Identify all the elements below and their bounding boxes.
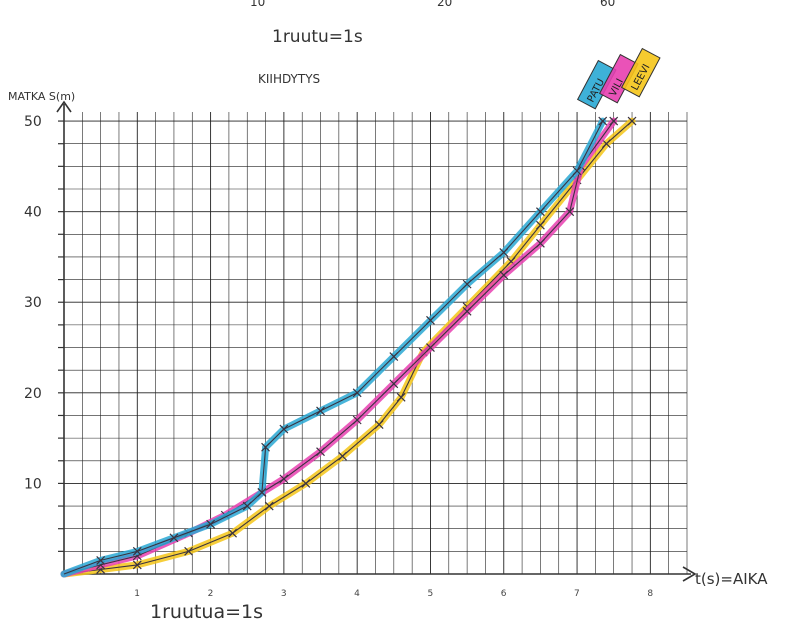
top-number-3: 60: [600, 0, 615, 9]
scale-note-top: 1ruutu=1s: [272, 27, 363, 47]
data-point: [228, 528, 238, 538]
tick-labels: 1 2 3 4 5 6 7 8 10 20 30 40 50: [24, 114, 653, 599]
x-tick-label: 8: [647, 589, 653, 599]
data-point: [206, 519, 216, 529]
data-point: [598, 116, 608, 126]
x-tick-label: 5: [427, 589, 433, 599]
data-point: [132, 546, 142, 556]
y-axis-arrow: [56, 100, 72, 113]
data-point: [462, 279, 472, 289]
data-point: [184, 546, 194, 556]
series-pen-patu: [63, 120, 604, 575]
data-point: [389, 352, 399, 362]
data-point: [499, 270, 509, 280]
data-point: [627, 116, 637, 126]
x-tick-label: 6: [501, 589, 507, 599]
x-tick-label: 2: [208, 589, 214, 599]
data-point: [261, 442, 270, 452]
y-tick-label: 20: [24, 386, 42, 402]
data-point: [499, 247, 509, 257]
data-point: [601, 139, 611, 149]
y-tick-label: 10: [24, 476, 42, 492]
data-point: [565, 207, 575, 217]
grid: [63, 112, 688, 575]
data-point: [396, 392, 406, 402]
x-axis-arrow: [682, 566, 697, 582]
legend-swatch: [620, 47, 661, 98]
data-point: [132, 560, 142, 570]
series-group: [60, 116, 637, 578]
data-point: [352, 415, 362, 425]
x-tick-label: 1: [134, 589, 140, 599]
data-point: [609, 116, 619, 126]
x-axis-label: t(s)=AIKA: [695, 570, 768, 588]
scale-note-bottom: 1ruutua=1s: [150, 601, 263, 623]
x-tick-label: 3: [281, 589, 287, 599]
data-point: [352, 388, 362, 398]
data-point: [279, 424, 289, 434]
top-number-2: 20: [437, 0, 452, 9]
data-point: [169, 533, 179, 543]
x-tick-label: 4: [354, 589, 360, 599]
data-point: [374, 420, 384, 429]
data-point: [535, 220, 545, 230]
y-tick-label: 30: [24, 295, 42, 311]
y-tick-label: 40: [24, 205, 42, 221]
data-point: [257, 488, 267, 497]
data-point: [426, 315, 435, 325]
data-point: [242, 501, 252, 511]
data-point: [264, 501, 274, 511]
x-tick-label: 7: [574, 589, 580, 599]
legend: PATU VILI LEEVI: [576, 47, 661, 110]
data-point: [316, 406, 325, 416]
data-point: [462, 306, 472, 316]
data-point: [535, 207, 545, 217]
data-point: [389, 379, 399, 389]
y-tick-label: 50: [24, 114, 42, 130]
top-number-1: 10: [250, 0, 265, 9]
data-point: [301, 478, 311, 488]
data-point: [279, 474, 289, 484]
chart-title: KIIHDYTYS: [258, 72, 320, 86]
y-axis-label: MATKA S(m): [8, 90, 75, 103]
data-point: [338, 451, 347, 461]
data-point: [572, 166, 582, 176]
axes: [56, 100, 697, 582]
data-point: [316, 447, 325, 457]
data-point: [426, 343, 435, 352]
data-point: [96, 555, 106, 565]
data-point: [535, 238, 545, 248]
